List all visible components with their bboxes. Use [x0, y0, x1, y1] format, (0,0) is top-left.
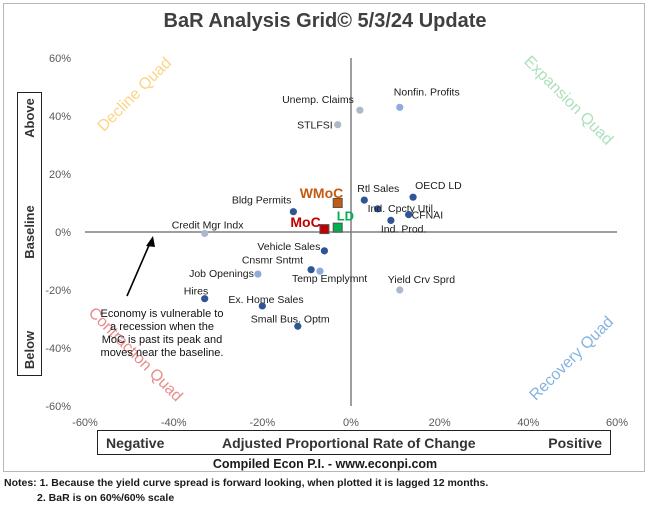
data-point	[405, 211, 413, 219]
y-axis-label-top: Above	[22, 98, 37, 138]
point-label: Cnsmr Sntmt	[242, 255, 303, 267]
data-point	[387, 216, 395, 224]
data-point	[334, 121, 342, 129]
data-point	[409, 193, 417, 201]
x-tick-label: 20%	[429, 417, 451, 429]
data-point	[289, 208, 297, 216]
data-point	[316, 267, 324, 275]
x-tick-label: 40%	[517, 417, 539, 429]
point-label: Job Openings	[189, 268, 254, 280]
y-tick-label: 40%	[49, 111, 71, 123]
quadrant-label: Decline Quad	[95, 55, 176, 136]
point-label: Rtl Sales	[357, 183, 399, 195]
x-axis-label-negative: Negative	[106, 435, 165, 451]
data-point	[294, 322, 302, 330]
x-tick-label: 60%	[606, 417, 628, 429]
quadrant-label: Recovery Quad	[527, 314, 618, 405]
note-1: Notes: 1. Because the yield curve spread…	[4, 477, 489, 489]
y-axis-label-bottom: Below	[22, 330, 37, 369]
y-tick-label: -60%	[45, 401, 71, 413]
chart-subtitle: Compiled Econ P.I. - www.econpi.com	[212, 457, 438, 471]
data-point	[396, 103, 404, 111]
x-axis-label-positive: Positive	[548, 435, 602, 451]
point-label: Ex. Home Sales	[228, 294, 303, 306]
point-label: Bldg Permits	[232, 195, 292, 207]
composite-label: LD	[337, 209, 354, 224]
data-point	[201, 295, 209, 303]
point-label: Hires	[184, 286, 209, 298]
note-2: 2. BaR is on 60%/60% scale	[37, 492, 175, 504]
annotation-arrowhead	[146, 236, 155, 247]
y-tick-label: 20%	[49, 169, 71, 181]
chart-frame	[3, 3, 645, 472]
point-label: Ind. Cpcty Util.	[368, 203, 436, 215]
data-point	[307, 266, 315, 274]
chart-title: BaR Analysis Grid© 5/3/24 Update	[163, 10, 487, 32]
point-label: STLFSI	[297, 120, 333, 132]
composite-marker	[319, 224, 330, 235]
data-point	[356, 106, 364, 114]
x-axis-label-center: Adjusted Proportional Rate of Change	[222, 435, 476, 451]
x-tick-label: -40%	[161, 417, 187, 429]
quadrant-label: Expansion Quad	[520, 53, 616, 149]
y-tick-label: 60%	[49, 53, 71, 65]
x-axis-label-box: Negative Adjusted Proportional Rate of C…	[97, 430, 611, 455]
point-label: Small Bus. Optm	[251, 313, 330, 325]
y-axis-label-middle: Baseline	[22, 205, 37, 258]
data-point	[258, 302, 266, 310]
data-point	[320, 247, 328, 255]
point-label: Vehicle Sales	[257, 241, 320, 253]
annotation-callout: Economy is vulnerable to a recession whe…	[100, 308, 224, 359]
annotation-arrow	[126, 242, 151, 297]
point-label: Yield Crv Sprd	[388, 274, 455, 286]
point-label: Unemp. Claims	[282, 94, 354, 106]
point-label: Nonfin. Profits	[394, 86, 460, 98]
x-tick-label: -20%	[249, 417, 275, 429]
composite-marker	[332, 222, 343, 233]
point-label: Ind. Prod.	[381, 223, 427, 235]
data-point	[396, 286, 404, 294]
point-label: OECD LD	[415, 180, 462, 192]
data-point	[254, 270, 262, 278]
notes: Notes: 1. Because the yield curve spread…	[4, 476, 488, 506]
composite-label: MoC	[290, 214, 320, 230]
y-tick-label: -20%	[45, 285, 71, 297]
point-label: Temp Emplymnt	[292, 273, 367, 285]
y-tick-label: -40%	[45, 343, 71, 355]
y-axis-label-box	[17, 92, 42, 376]
composite-label: WMoC	[300, 185, 344, 201]
point-label: Credit Mgr Indx	[172, 219, 245, 231]
point-label: CFNAI	[412, 210, 444, 222]
y-tick-label: 0%	[55, 227, 71, 239]
data-point	[360, 196, 368, 204]
data-point	[201, 229, 209, 238]
data-point	[374, 205, 382, 213]
composite-marker	[332, 198, 343, 208]
x-tick-label: -60%	[72, 417, 98, 429]
x-tick-label: 0%	[343, 417, 359, 429]
